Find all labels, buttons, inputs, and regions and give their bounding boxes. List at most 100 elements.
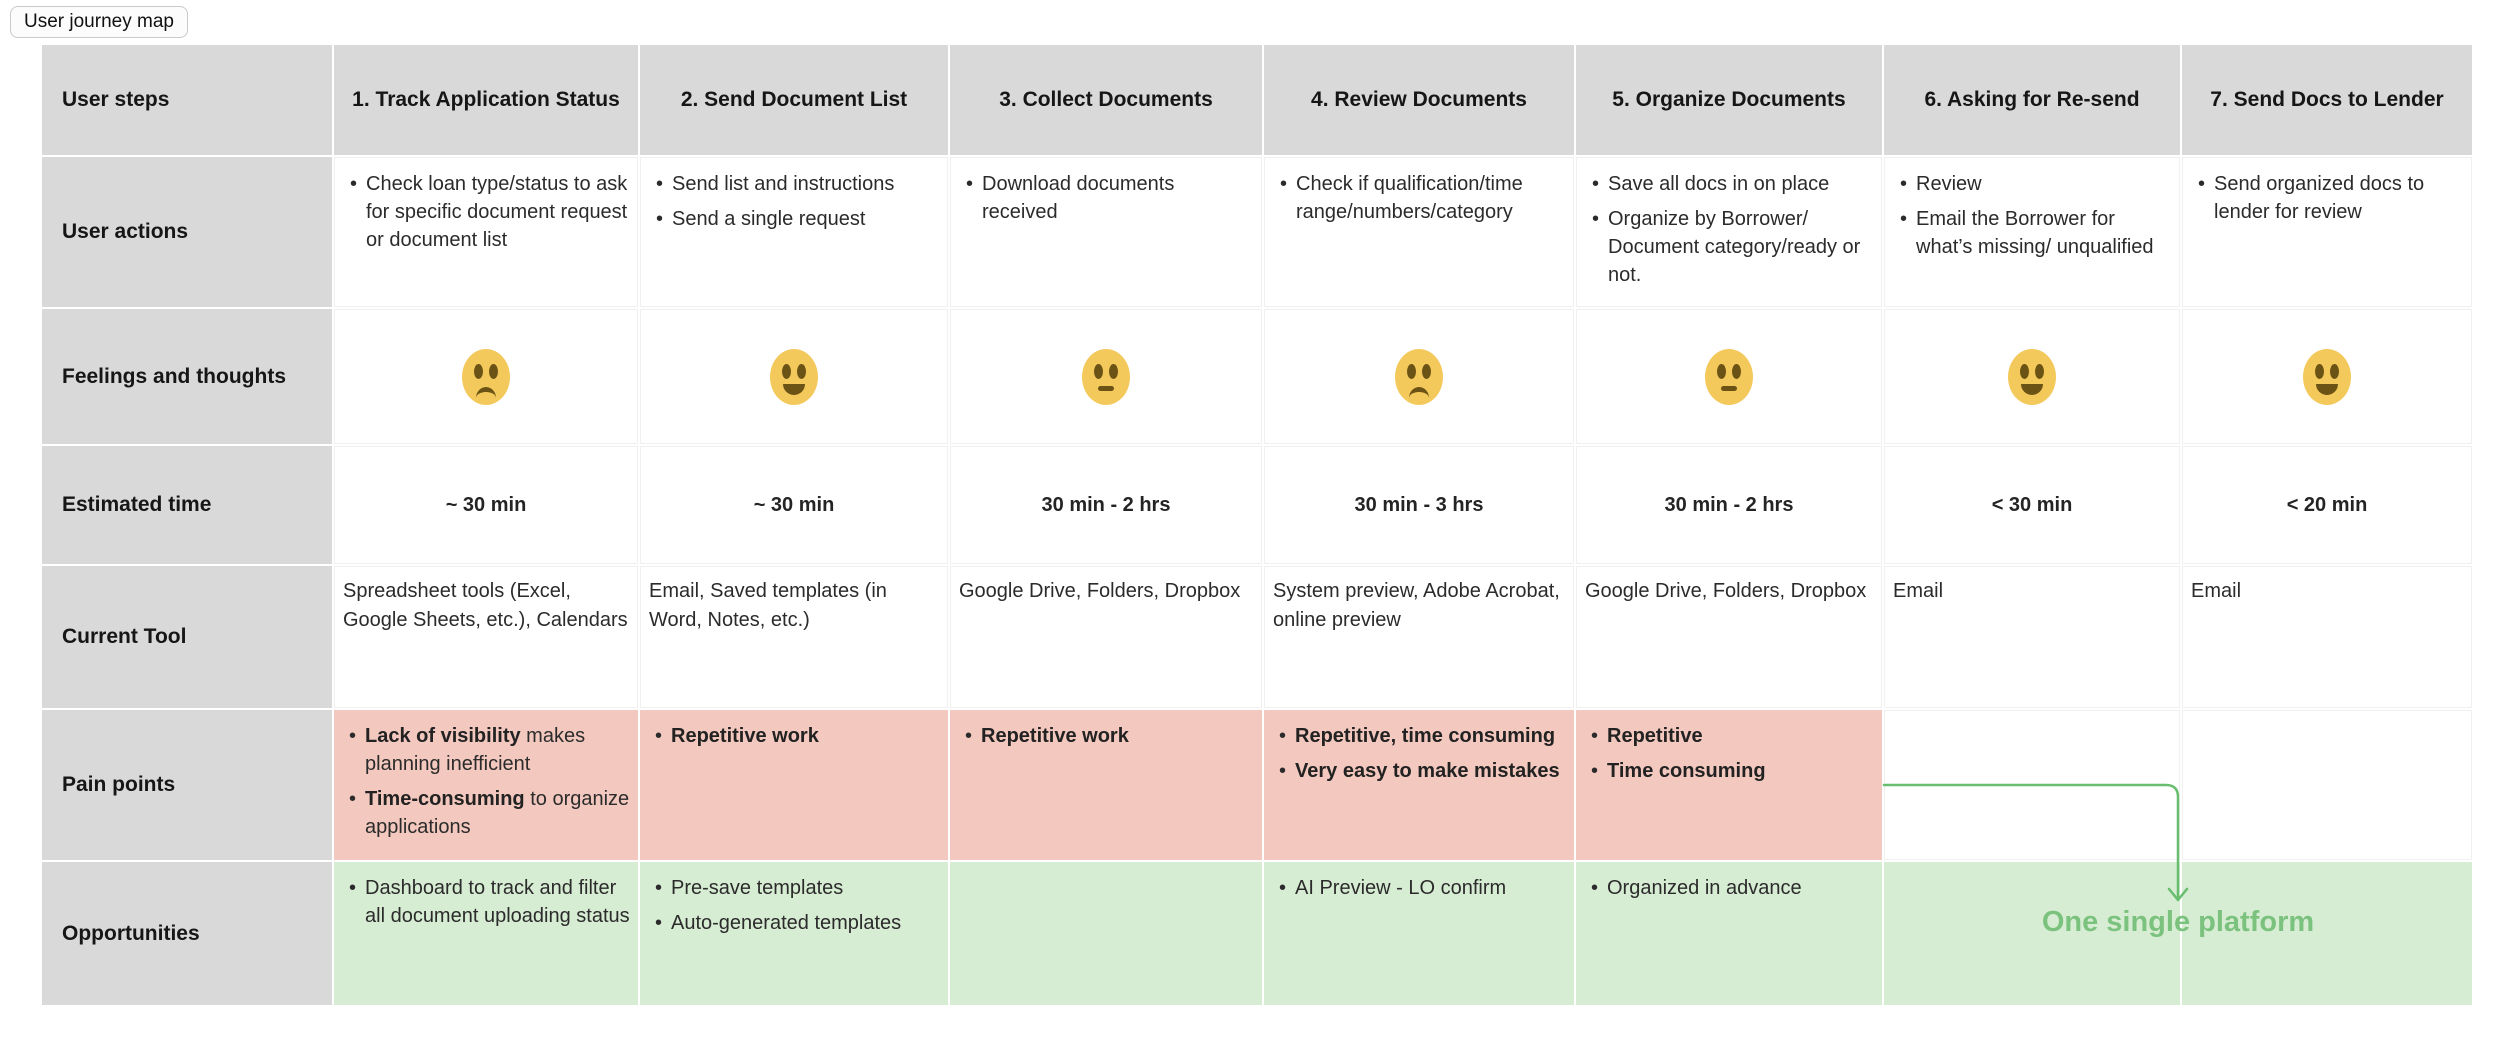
- user-actions-step-2-cell: Send list and instructions Send a single …: [640, 157, 948, 307]
- bullet-list: Repetitive, time consuming Very easy to m…: [1276, 722, 1566, 785]
- smile-face-emoji: [2303, 348, 2351, 405]
- bullet-item: Repetitive work: [652, 722, 940, 750]
- user-actions-step-7-cell: Send organized docs to lender for review: [2182, 157, 2472, 307]
- current-tool-step-4-cell: System preview, Adobe Acrobat, online pr…: [1264, 566, 1574, 708]
- bullet-item: Email the Borrower for what’s missing/ u…: [1897, 205, 2171, 261]
- pain-points-step-5-cell: Repetitive Time consuming: [1576, 710, 1882, 860]
- pain-points-step-3-cell: Repetitive work: [950, 710, 1262, 860]
- bullet-item: Review: [1897, 170, 2171, 198]
- estimated-time-step-6-cell: < 30 min: [1884, 446, 2180, 564]
- bullet-item: Send a single request: [653, 205, 939, 233]
- current-tool-step-7-cell: Email: [2182, 566, 2472, 708]
- user-actions-step-6-cell: Review Email the Borrower for what’s miss…: [1884, 157, 2180, 307]
- user-actions-step-4-cell: Check if qualification/time range/number…: [1264, 157, 1574, 307]
- bullet-item: Time-consuming to organize applications: [346, 785, 630, 841]
- opportunities-step-4-cell: AI Preview - LO confirm: [1264, 862, 1574, 1005]
- bullet-item: Dashboard to track and filter all docume…: [346, 874, 630, 930]
- current-tool-step-5-cell: Google Drive, Folders, Dropbox: [1576, 566, 1882, 708]
- feelings-step-6-cell: [1884, 309, 2180, 444]
- feelings-step-2-cell: [640, 309, 948, 444]
- bullet-item: Repetitive, time consuming: [1276, 722, 1566, 750]
- column-header-step-6: 6. Asking for Re-send: [1884, 45, 2180, 155]
- bullet-item: Organized in advance: [1588, 874, 1874, 902]
- sad-face-emoji: [462, 348, 510, 405]
- bullet-item: Repetitive work: [962, 722, 1254, 750]
- smile-face-emoji: [770, 348, 818, 405]
- estimated-time-step-2-cell: ~ 30 min: [640, 446, 948, 564]
- estimated-time-step-4-cell: 30 min - 3 hrs: [1264, 446, 1574, 564]
- bullet-list: Dashboard to track and filter all docume…: [346, 874, 630, 930]
- opportunities-step-5-cell: Organized in advance: [1576, 862, 1882, 1005]
- pain-points-step-2-cell: Repetitive work: [640, 710, 948, 860]
- pain-points-step-4-cell: Repetitive, time consuming Very easy to m…: [1264, 710, 1574, 860]
- estimated-time-step-5-cell: 30 min - 2 hrs: [1576, 446, 1882, 564]
- opportunities-step-2-cell: Pre-save templates Auto-generated templat…: [640, 862, 948, 1005]
- bullet-item: Lack of visibility makes planning ineffi…: [346, 722, 630, 778]
- bullet-item: Auto-generated templates: [652, 909, 940, 937]
- bullet-item: Send list and instructions: [653, 170, 939, 198]
- row-header-opportunities: Opportunities: [42, 862, 332, 1005]
- neutral-face-emoji: [1082, 348, 1130, 405]
- bullet-item: Very easy to make mistakes: [1276, 757, 1566, 785]
- row-header-user-steps: User steps: [42, 45, 332, 155]
- bullet-item: Pre-save templates: [652, 874, 940, 902]
- bullet-item: Save all docs in on place: [1589, 170, 1873, 198]
- current-tool-step-1-cell: Spreadsheet tools (Excel, Google Sheets,…: [334, 566, 638, 708]
- user-journey-map-table: User steps 1. Track Application Status 2. …: [42, 45, 2472, 1005]
- row-header-user-actions: User actions: [42, 157, 332, 307]
- opportunities-step-7-cell: [2182, 862, 2472, 1005]
- bullet-item: Repetitive: [1588, 722, 1874, 750]
- opportunities-step-1-cell: Dashboard to track and filter all docume…: [334, 862, 638, 1005]
- row-header-estimated-time: Estimated time: [42, 446, 332, 564]
- estimated-time-step-3-cell: 30 min - 2 hrs: [950, 446, 1262, 564]
- feelings-step-4-cell: [1264, 309, 1574, 444]
- column-header-step-4: 4. Review Documents: [1264, 45, 1574, 155]
- current-tool-step-3-cell: Google Drive, Folders, Dropbox: [950, 566, 1262, 708]
- smile-face-emoji: [2008, 348, 2056, 405]
- current-tool-step-6-cell: Email: [1884, 566, 2180, 708]
- neutral-face-emoji: [1705, 348, 1753, 405]
- column-header-step-1: 1. Track Application Status: [334, 45, 638, 155]
- bullet-item: Download documents received: [963, 170, 1253, 226]
- bullet-item: Send organized docs to lender for review: [2195, 170, 2463, 226]
- sad-face-emoji: [1395, 348, 1443, 405]
- user-journey-map-section-label[interactable]: User journey map: [10, 6, 188, 38]
- bullet-list: Repetitive Time consuming: [1588, 722, 1874, 785]
- pain-points-step-7-cell: [2182, 710, 2472, 860]
- pain-points-step-1-cell: Lack of visibility makes planning ineffi…: [334, 710, 638, 860]
- column-header-step-7: 7. Send Docs to Lender: [2182, 45, 2472, 155]
- user-actions-step-5-cell: Save all docs in on place Organize by Bor…: [1576, 157, 1882, 307]
- column-header-step-5: 5. Organize Documents: [1576, 45, 1882, 155]
- bullet-list: Send list and instructions Send a single …: [653, 170, 939, 233]
- bullet-list: Pre-save templates Auto-generated templat…: [652, 874, 940, 937]
- user-actions-step-1-cell: Check loan type/status to ask for specif…: [334, 157, 638, 307]
- estimated-time-step-1-cell: ~ 30 min: [334, 446, 638, 564]
- user-actions-step-3-cell: Download documents received: [950, 157, 1262, 307]
- bullet-list: Send organized docs to lender for review: [2195, 170, 2463, 226]
- row-header-pain-points: Pain points: [42, 710, 332, 860]
- bullet-list: Review Email the Borrower for what’s miss…: [1897, 170, 2171, 261]
- bullet-item: Organize by Borrower/ Document category/…: [1589, 205, 1873, 289]
- opportunities-step-3-cell: [950, 862, 1262, 1005]
- column-header-step-3: 3. Collect Documents: [950, 45, 1262, 155]
- current-tool-step-2-cell: Email, Saved templates (in Word, Notes, …: [640, 566, 948, 708]
- column-header-step-2: 2. Send Document List: [640, 45, 948, 155]
- bullet-list: Lack of visibility makes planning ineffi…: [346, 722, 630, 841]
- bullet-list: Organized in advance: [1588, 874, 1874, 902]
- bullet-list: Repetitive work: [652, 722, 940, 750]
- bullet-list: AI Preview - LO confirm: [1276, 874, 1566, 902]
- row-header-feelings: Feelings and thoughts: [42, 309, 332, 444]
- feelings-step-7-cell: [2182, 309, 2472, 444]
- row-header-current-tool: Current Tool: [42, 566, 332, 708]
- bullet-list: Download documents received: [963, 170, 1253, 226]
- opportunities-step-6-cell: [1884, 862, 2180, 1005]
- bullet-list: Save all docs in on place Organize by Bor…: [1589, 170, 1873, 289]
- bullet-item: Check if qualification/time range/number…: [1277, 170, 1565, 226]
- bullet-list: Check loan type/status to ask for specif…: [347, 170, 629, 254]
- estimated-time-step-7-cell: < 20 min: [2182, 446, 2472, 564]
- bullet-list: Repetitive work: [962, 722, 1254, 750]
- pain-points-step-6-cell: [1884, 710, 2180, 860]
- feelings-step-5-cell: [1576, 309, 1882, 444]
- bullet-item: Time consuming: [1588, 757, 1874, 785]
- bullet-item: AI Preview - LO confirm: [1276, 874, 1566, 902]
